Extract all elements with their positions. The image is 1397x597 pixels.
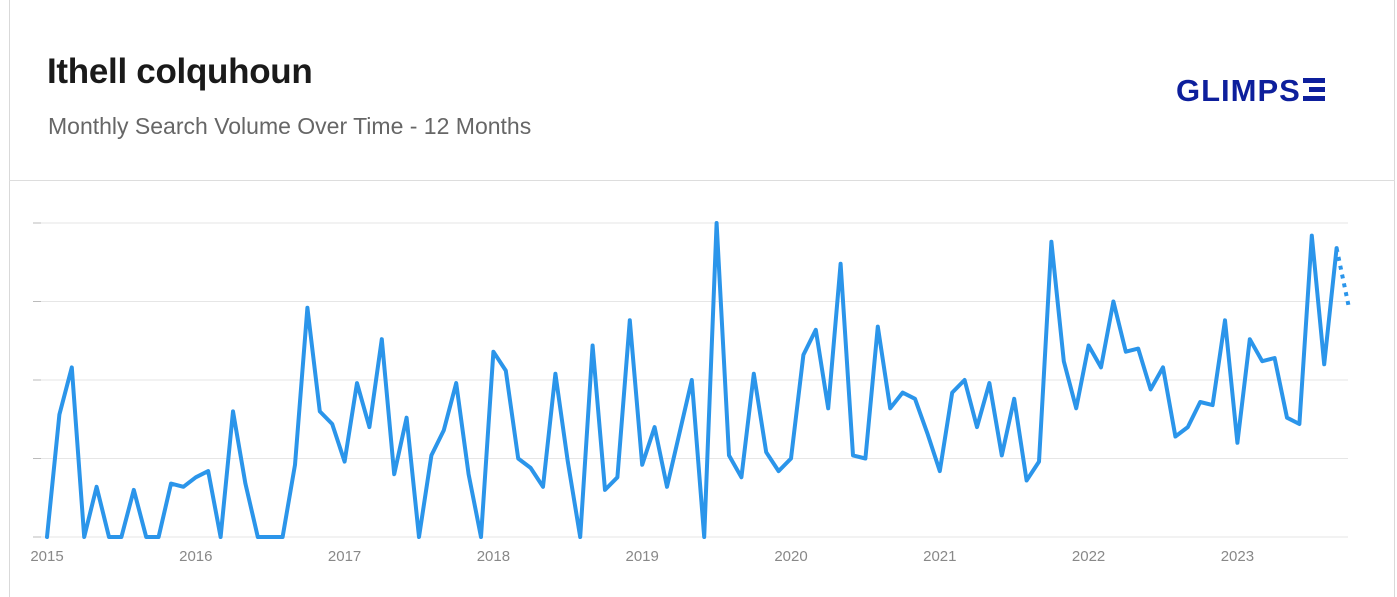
x-tick-label: 2022 <box>1072 548 1105 565</box>
chart-card <box>9 0 1395 597</box>
x-tick-label: 2023 <box>1221 548 1254 565</box>
x-tick-label: 2015 <box>30 548 63 565</box>
chart-title: Ithell colquhoun <box>47 52 313 91</box>
x-tick-label: 2019 <box>626 548 659 565</box>
logo-bar-1 <box>1308 87 1325 92</box>
header-divider <box>9 180 1395 181</box>
forecast-line <box>1334 247 1351 309</box>
series-line <box>45 221 1339 539</box>
x-tick-label: 2016 <box>179 548 212 565</box>
glimpse-logo: GLIMPS <box>1176 73 1325 109</box>
logo-wordmark: GLIMPS <box>1176 73 1301 108</box>
logo-bar-0 <box>1302 78 1325 83</box>
x-tick-label: 2021 <box>923 548 956 565</box>
x-tick-label: 2018 <box>477 548 510 565</box>
x-tick-label: 2020 <box>774 548 807 565</box>
x-tick-label: 2017 <box>328 548 361 565</box>
chart-header: Ithell colquhoun Monthly Search Volume O… <box>0 0 1397 180</box>
logo-bar-2 <box>1302 96 1325 101</box>
chart-subtitle: Monthly Search Volume Over Time - 12 Mon… <box>48 113 532 139</box>
logo-stylised-e <box>1302 78 1325 102</box>
